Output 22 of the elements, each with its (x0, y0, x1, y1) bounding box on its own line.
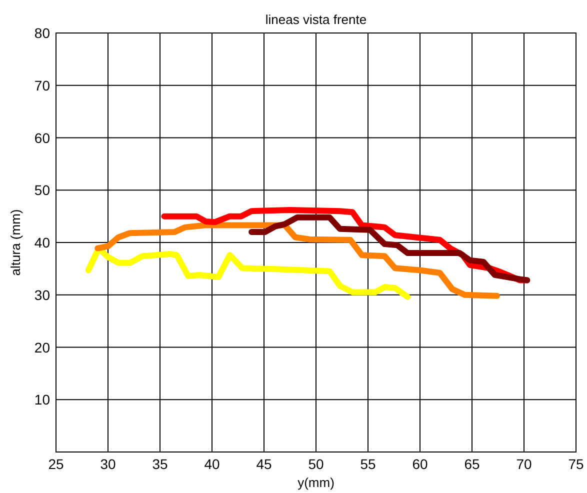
x-tick-label: 35 (152, 456, 168, 472)
x-tick-label: 30 (100, 456, 116, 472)
y-tick-label: 60 (34, 130, 50, 146)
x-axis-title: y(mm) (298, 475, 334, 490)
y-axis-title: altura (mm) (8, 209, 23, 276)
x-tick-label: 50 (308, 456, 324, 472)
y-tick-label: 30 (34, 286, 50, 303)
x-tick-label: 45 (256, 456, 272, 472)
x-tick-label: 25 (48, 456, 64, 472)
y-tick-label: 10 (34, 392, 50, 408)
y-tick-label: 70 (34, 77, 50, 94)
x-tick-label: 70 (516, 456, 532, 472)
x-tick-label: 60 (412, 456, 428, 472)
x-tick-label: 75 (568, 456, 584, 472)
y-tick-label: 50 (34, 182, 50, 198)
y-tick-label: 80 (34, 25, 50, 41)
x-tick-label: 55 (360, 456, 376, 472)
chart-title: lineas vista frente (265, 12, 367, 27)
y-tick-label: 20 (34, 339, 50, 356)
x-tick-label: 40 (204, 456, 220, 472)
y-tick-label: 40 (34, 234, 50, 250)
x-tick-label: 65 (464, 456, 480, 472)
